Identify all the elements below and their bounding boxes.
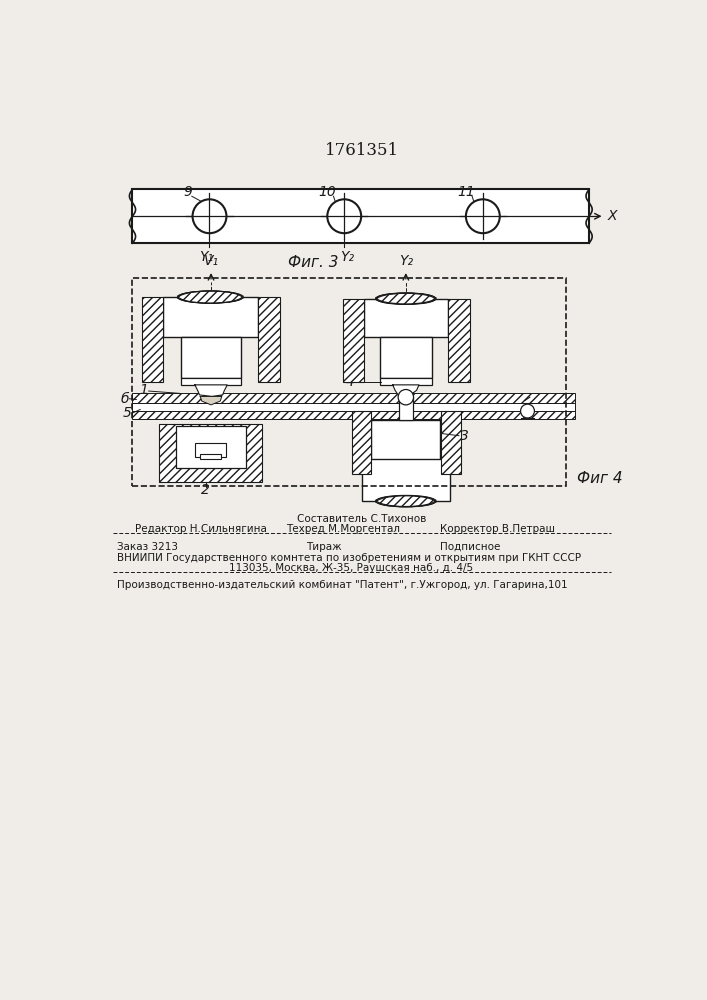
Polygon shape xyxy=(195,385,227,396)
Ellipse shape xyxy=(376,293,436,304)
Text: Тираж: Тираж xyxy=(305,542,341,552)
Text: 10: 10 xyxy=(318,185,336,199)
Bar xyxy=(364,299,448,337)
Bar xyxy=(132,393,575,403)
Bar xyxy=(195,443,226,457)
Text: 2: 2 xyxy=(201,483,210,497)
Text: Фиг. 3: Фиг. 3 xyxy=(288,255,339,270)
Text: Составитель С.Тихонов: Составитель С.Тихонов xyxy=(297,514,426,524)
Bar xyxy=(352,411,371,474)
Bar xyxy=(371,420,440,463)
Ellipse shape xyxy=(376,495,436,507)
Bar xyxy=(380,378,432,385)
Bar xyxy=(132,189,589,243)
Bar xyxy=(380,337,432,378)
Text: Y₁: Y₁ xyxy=(199,250,214,264)
Bar xyxy=(399,397,413,420)
Text: Подписное: Подписное xyxy=(440,542,501,552)
Text: б: б xyxy=(120,392,129,406)
Circle shape xyxy=(466,199,500,233)
Text: 4: 4 xyxy=(346,375,355,389)
Text: 113035, Москва, Ж-35, Раушская наб., д. 4/5: 113035, Москва, Ж-35, Раушская наб., д. … xyxy=(229,563,473,573)
Text: 9: 9 xyxy=(184,185,192,199)
Text: Редактор Н.Сильнягина: Редактор Н.Сильнягина xyxy=(135,524,267,534)
Circle shape xyxy=(398,389,414,405)
Text: Фиг 4: Фиг 4 xyxy=(577,471,622,486)
Text: Y₂: Y₂ xyxy=(399,254,413,268)
Bar xyxy=(141,297,163,382)
Text: 1761351: 1761351 xyxy=(325,142,399,159)
Text: 3: 3 xyxy=(460,429,469,443)
Bar xyxy=(258,297,279,382)
Text: V₁: V₁ xyxy=(204,254,218,268)
Bar xyxy=(200,454,221,459)
Bar xyxy=(176,426,246,468)
Bar xyxy=(181,337,241,378)
Text: Техред М.Моргентал: Техред М.Моргентал xyxy=(286,524,400,534)
Polygon shape xyxy=(393,385,419,397)
Text: Корректор В.Петраш: Корректор В.Петраш xyxy=(440,524,556,534)
Bar xyxy=(132,411,575,419)
Bar xyxy=(343,299,364,382)
Bar xyxy=(181,378,241,385)
Bar xyxy=(448,299,469,382)
Bar xyxy=(163,297,258,337)
Text: ρ₁: ρ₁ xyxy=(203,351,219,366)
Text: Производственно-издательский комбинат "Патент", г.Ужгород, ул. Гагарина,101: Производственно-издательский комбинат "П… xyxy=(117,580,568,590)
Bar xyxy=(160,424,262,482)
Bar xyxy=(441,411,460,474)
Text: ВНИИПИ Государственного комнтета по изобретениям и открытиям при ГКНТ СССР: ВНИИПИ Государственного комнтета по изоб… xyxy=(117,553,581,563)
Polygon shape xyxy=(200,396,222,405)
Ellipse shape xyxy=(177,291,243,303)
Text: 5: 5 xyxy=(123,406,132,420)
Text: 1: 1 xyxy=(139,383,148,397)
Bar xyxy=(132,403,575,411)
Text: Заказ 3213: Заказ 3213 xyxy=(117,542,178,552)
Bar xyxy=(132,278,566,486)
Circle shape xyxy=(192,199,226,233)
Bar xyxy=(362,459,450,501)
Circle shape xyxy=(327,199,361,233)
Circle shape xyxy=(520,404,534,418)
Text: X: X xyxy=(607,209,617,223)
Text: 11: 11 xyxy=(457,185,475,199)
Text: Y₂: Y₂ xyxy=(340,250,354,264)
